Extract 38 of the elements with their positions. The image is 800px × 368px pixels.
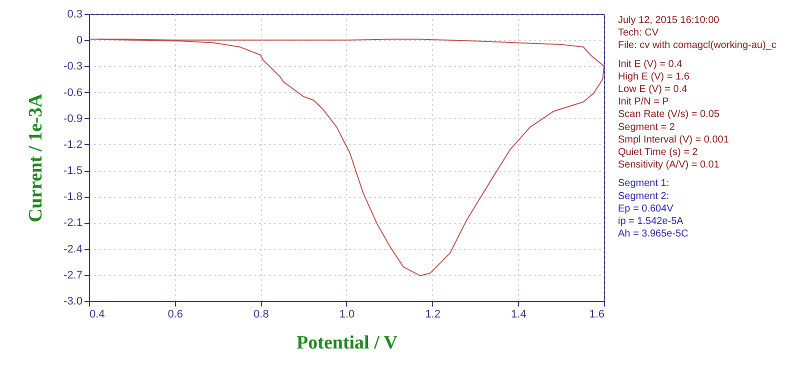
x-tick-label: 1.0: [339, 308, 355, 320]
text: Segment = 2: [618, 122, 676, 133]
text: Tech: CV: [618, 28, 659, 39]
y-tick-label: 0: [76, 34, 82, 47]
text: File: cv with comagcl(working-au)_c: [618, 40, 776, 52]
y-axis-title: Current / 1e-3A: [26, 94, 47, 222]
text: Segment 2:: [618, 190, 670, 202]
x-tick-label: 1.6: [589, 308, 604, 320]
y-tick-label: -0.3: [64, 60, 82, 73]
y-tick-label: -2.4: [64, 243, 82, 256]
y-tick-label: -2.1: [64, 217, 82, 230]
x-tick-label: 1.2: [425, 308, 440, 320]
y-tick-label: -1.5: [64, 165, 82, 178]
y-tick-label: -2.7: [64, 269, 82, 282]
y-tick-label: -1.2: [64, 138, 82, 151]
text: Init E (V) = 0.4: [618, 58, 683, 70]
text: Sensitivity (A/V) = 0.01: [618, 160, 720, 171]
y-tick-label: 0.3: [67, 8, 82, 20]
y-tick-label: -0.6: [64, 86, 82, 99]
y-tick-label: -1.8: [64, 191, 82, 204]
text: Segment 1:: [618, 178, 670, 190]
text: Quiet Time (s) = 2: [618, 147, 698, 158]
text: Ep = 0.604V: [618, 203, 674, 214]
x-tick-label: 0.4: [90, 308, 105, 320]
text: Low E (V) = 0.4: [618, 84, 688, 95]
text: Scan Rate (V/s) = 0.05: [618, 109, 720, 120]
text: ip = 1.542e-5A: [618, 216, 684, 227]
x-tick-label: 1.4: [511, 308, 526, 320]
y-tick-label: -3.0: [64, 296, 82, 308]
text: Init P/N = P: [618, 96, 670, 108]
x-axis-title: Potential / V: [296, 332, 398, 354]
text: July 12, 2015 16:10:00: [618, 15, 720, 26]
x-tick-label: 0.6: [168, 308, 183, 320]
text: Ah = 3.965e-5C: [618, 228, 688, 240]
text: Smpl Interval (V) = 0.001: [618, 134, 730, 146]
text: High E (V) = 1.6: [618, 71, 690, 82]
y-tick-label: -0.9: [64, 112, 82, 125]
x-tick-label: 0.8: [254, 308, 269, 320]
